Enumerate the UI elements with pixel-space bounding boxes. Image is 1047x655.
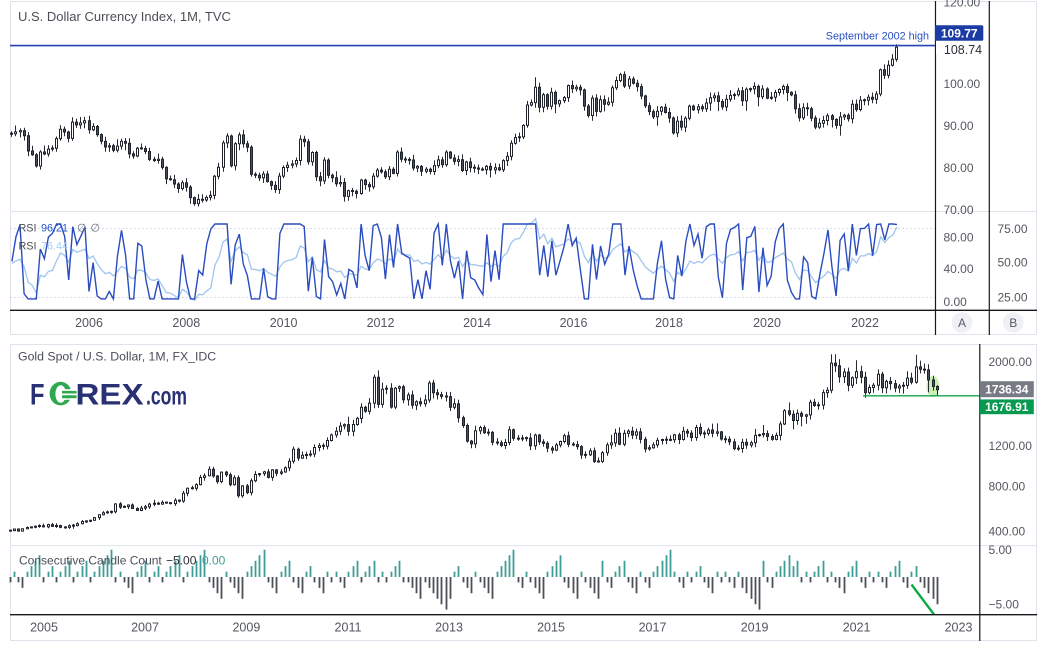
svg-text:2023: 2023 [945, 621, 973, 635]
svg-text:75.00: 75.00 [998, 222, 1028, 236]
svg-text:RSI: RSI [19, 241, 37, 253]
svg-text:100.00: 100.00 [944, 77, 981, 91]
svg-text:80.00: 80.00 [944, 161, 974, 175]
svg-text:2005: 2005 [30, 621, 58, 635]
svg-text:2006: 2006 [75, 316, 103, 330]
svg-text:76.44: 76.44 [41, 241, 68, 253]
svg-text:0.00: 0.00 [202, 554, 226, 568]
svg-text:Consecutive Candle Count: Consecutive Candle Count [19, 554, 162, 568]
svg-text:2013: 2013 [435, 621, 463, 635]
svg-text:2021: 2021 [843, 621, 871, 635]
svg-text:1200.00: 1200.00 [989, 439, 1033, 453]
svg-text:50.00: 50.00 [998, 256, 1028, 270]
svg-text:Gold Spot / U.S. Dollar, 1M, F: Gold Spot / U.S. Dollar, 1M, FX_IDC [18, 350, 216, 364]
svg-text:∅: ∅ [91, 223, 100, 235]
svg-text:2018: 2018 [655, 316, 683, 330]
svg-text:2007: 2007 [131, 621, 159, 635]
svg-text:2008: 2008 [172, 316, 200, 330]
svg-text:2015: 2015 [537, 621, 565, 635]
svg-text:400.00: 400.00 [989, 524, 1026, 538]
svg-text:.com: .com [146, 383, 187, 411]
svg-text:0.00: 0.00 [944, 295, 968, 309]
svg-text:U.S. Dollar Currency Index, 1M: U.S. Dollar Currency Index, 1M, TVC [18, 9, 231, 24]
svg-text:2012: 2012 [367, 316, 395, 330]
svg-text:F: F [30, 379, 45, 412]
svg-text:90.00: 90.00 [944, 119, 974, 133]
svg-text:108.74: 108.74 [944, 43, 982, 57]
svg-text:A: A [958, 316, 966, 330]
svg-text:2017: 2017 [639, 621, 667, 635]
svg-text:800.00: 800.00 [989, 480, 1026, 494]
svg-text:5.00: 5.00 [989, 543, 1013, 557]
svg-text:25.00: 25.00 [998, 291, 1028, 305]
svg-text:2010: 2010 [270, 316, 298, 330]
svg-text:RSI: RSI [19, 223, 37, 235]
svg-text:70.00: 70.00 [944, 203, 974, 217]
svg-text:−5.00: −5.00 [989, 598, 1020, 612]
svg-text:2016: 2016 [560, 316, 588, 330]
svg-text:2020: 2020 [753, 316, 781, 330]
svg-text:∅: ∅ [77, 223, 86, 235]
svg-text:2009: 2009 [232, 621, 260, 635]
svg-text:1676.91: 1676.91 [985, 400, 1029, 414]
svg-text:109.77: 109.77 [941, 26, 978, 40]
svg-text:2000.00: 2000.00 [989, 355, 1033, 369]
svg-text:1736.34: 1736.34 [985, 383, 1029, 397]
svg-text:80.00: 80.00 [944, 231, 974, 245]
svg-text:96.21: 96.21 [41, 223, 68, 235]
svg-text:2019: 2019 [741, 621, 769, 635]
svg-text:September 2002 high: September 2002 high [826, 31, 929, 43]
svg-text:120.00: 120.00 [944, 0, 981, 10]
svg-text:2022: 2022 [851, 316, 879, 330]
svg-text:B: B [1009, 316, 1017, 330]
svg-text:REX: REX [76, 379, 144, 412]
svg-text:−5.00: −5.00 [166, 554, 197, 568]
svg-text:2011: 2011 [335, 621, 362, 635]
svg-text:40.00: 40.00 [944, 262, 974, 276]
svg-text:2014: 2014 [463, 316, 491, 330]
